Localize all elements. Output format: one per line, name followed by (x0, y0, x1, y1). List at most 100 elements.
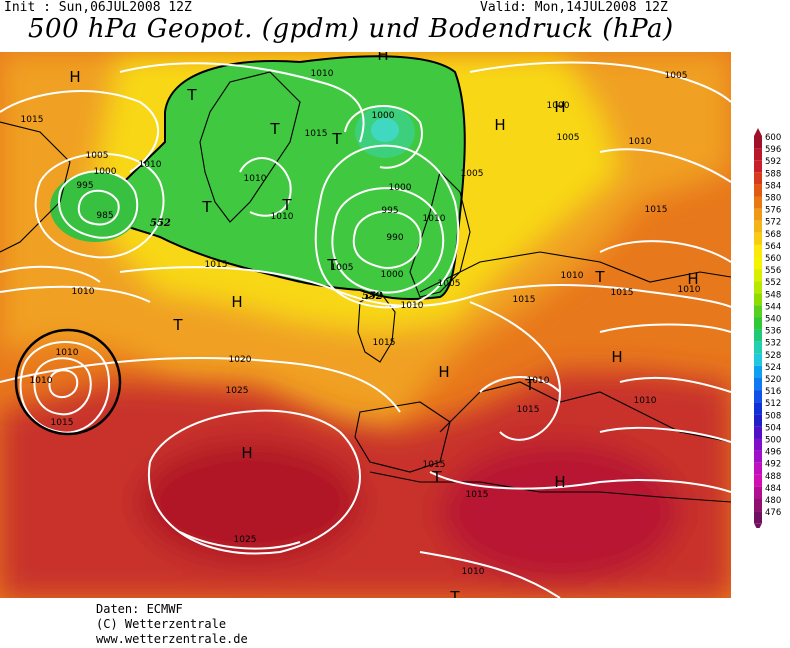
isobar-label: 1020 (229, 355, 252, 365)
isobar-label: 1010 (401, 301, 424, 311)
isobar-label: 1015 (611, 288, 634, 298)
color-swatch (754, 269, 762, 282)
scale-label: 480 (765, 496, 781, 506)
color-swatch (754, 160, 762, 173)
isobar-1005-north (469, 61, 731, 103)
scale-label: 500 (765, 436, 781, 446)
isobar-label: 1010 (244, 174, 267, 184)
low-marker: T (524, 376, 535, 394)
isobar-label: 1025 (234, 535, 257, 545)
contour-label-552: 552 (362, 291, 383, 302)
contour-label-552: 552 (150, 218, 171, 229)
isobar-label: 995 (381, 206, 398, 216)
field-596-east (440, 442, 680, 582)
low-marker: T (331, 130, 342, 148)
isobar-1010-fareast (599, 426, 731, 443)
color-swatch (754, 499, 762, 512)
isobar-label: 1025 (226, 386, 249, 396)
isobar-label: 1000 (381, 270, 404, 280)
color-swatch (754, 172, 762, 185)
isobar-low-iceland-1 (352, 210, 422, 269)
isobar-low-west-1 (58, 170, 139, 239)
scale-label: 508 (765, 411, 781, 421)
low-marker: T (594, 268, 605, 286)
isobar-label: 1015 (305, 129, 328, 139)
isobar-label: 1015 (466, 490, 489, 500)
low-marker: T (326, 256, 337, 274)
scale-label: 580 (765, 194, 781, 204)
color-swatch (754, 136, 762, 149)
isobar-low-iceland-3 (314, 144, 460, 309)
color-swatch (754, 353, 762, 366)
field-536 (371, 118, 399, 142)
valid-time: Valid: Mon,14JUL2008 12Z (480, 0, 668, 15)
color-swatch (754, 184, 762, 197)
footer-line-url: www.wetterzentrale.de (96, 632, 248, 646)
scale-label: 520 (765, 375, 781, 385)
color-swatch (754, 208, 762, 221)
isobar-label: 1010 (629, 137, 652, 147)
isobar-1005-mid (0, 265, 101, 283)
data-source: Daten: ECMWF (C) Wetterzentrale www.wett… (96, 602, 248, 647)
isobar-label: 985 (96, 211, 113, 221)
isobar-label: 995 (76, 181, 93, 191)
map-title: 500 hPa Geopot. (gpdm) und Bodendruck (h… (28, 14, 674, 44)
color-swatch (754, 462, 762, 475)
coast-europe (419, 251, 731, 293)
isobar-1010-europe (479, 376, 561, 393)
scale-label: 532 (765, 339, 781, 349)
isobar-label: 1015 (513, 295, 536, 305)
isobar-1010-greenland (239, 157, 292, 217)
init-time: Init : Sun,06JUL2008 12Z (4, 0, 192, 15)
isobar-label: 1015 (51, 418, 74, 428)
scale-label: 504 (765, 423, 781, 433)
scale-label: 600 (765, 133, 781, 143)
high-marker: H (438, 363, 449, 381)
low-marker: T (269, 120, 280, 138)
highlight-circle (14, 328, 122, 436)
footer-line-data: Daten: ECMWF (96, 602, 183, 616)
coast-africa (369, 471, 731, 503)
color-swatch (754, 305, 762, 318)
color-swatch (754, 511, 762, 524)
isobar-1010-mid (0, 285, 151, 303)
footer-line-copyright: (C) Wetterzentrale (96, 617, 227, 631)
isobar-1010-arctic (119, 62, 365, 143)
isobar-low-iceland-2 (331, 187, 445, 294)
isobar-1010-south (419, 551, 561, 598)
field-548-west (50, 172, 140, 242)
color-swatch (754, 402, 762, 415)
isobar-label: 1010 (72, 287, 95, 297)
scale-label: 484 (765, 484, 781, 494)
color-swatch (754, 317, 762, 330)
scale-label: 588 (765, 169, 781, 179)
scale-label: 596 (765, 145, 781, 155)
color-swatch (754, 220, 762, 233)
scale-label: 524 (765, 363, 781, 373)
scale-label: 492 (765, 460, 781, 470)
scale-cap-top (754, 128, 762, 136)
isobar-1000-north (344, 105, 423, 169)
scale-label: 572 (765, 218, 781, 228)
isobar-1015-east (599, 148, 731, 183)
scale-label: 512 (765, 399, 781, 409)
isobar-label: 1000 (94, 167, 117, 177)
scale-label: 556 (765, 266, 781, 276)
scale-label: 544 (765, 302, 781, 312)
scale-label: 536 (765, 327, 781, 337)
isobar-label: 1010 (423, 214, 446, 224)
isobar-label: 1015 (373, 338, 396, 348)
scale-cap-bottom (754, 523, 762, 528)
scale-label: 576 (765, 206, 781, 216)
color-swatch (754, 341, 762, 354)
isobar-label: 1010 (462, 567, 485, 577)
weather-map: H H H H H H H H H H T T T T T T T T T T … (0, 52, 731, 598)
color-swatch (754, 196, 762, 209)
color-swatch (754, 438, 762, 451)
isobar-label: 1015 (205, 260, 228, 270)
isobar-1020 (0, 357, 401, 413)
color-swatch (754, 414, 762, 427)
isobar-label: 1005 (461, 169, 484, 179)
color-swatch (754, 257, 762, 270)
color-swatch (754, 474, 762, 487)
